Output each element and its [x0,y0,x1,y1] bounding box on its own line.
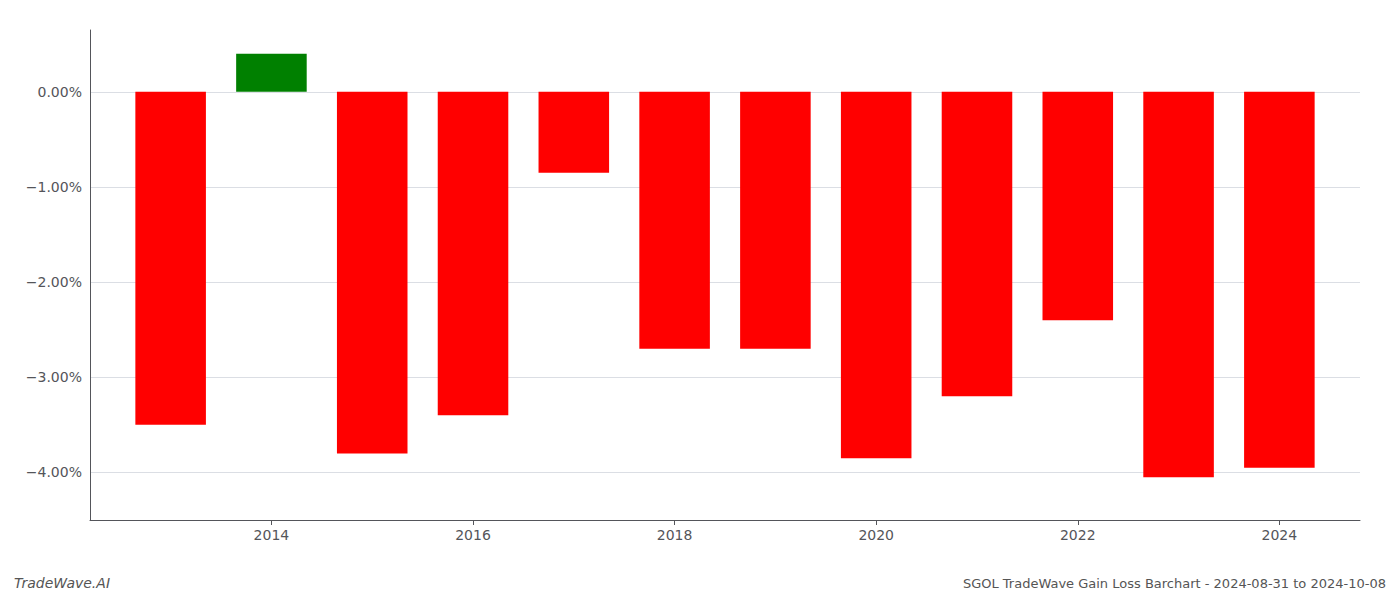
svg-text:TradeWave.AI: TradeWave.AI [14,575,110,591]
svg-text:2014: 2014 [254,527,290,543]
svg-text:0.00%: 0.00% [38,84,82,100]
svg-text:2018: 2018 [657,527,693,543]
svg-text:2022: 2022 [1060,527,1096,543]
svg-text:−1.00%: −1.00% [26,179,82,195]
svg-text:−3.00%: −3.00% [26,369,82,385]
svg-text:SGOL TradeWave Gain Loss Barch: SGOL TradeWave Gain Loss Barchart - 2024… [963,576,1386,591]
svg-text:−4.00%: −4.00% [26,464,82,480]
svg-text:2016: 2016 [455,527,491,543]
svg-text:−2.00%: −2.00% [26,274,82,290]
svg-text:2020: 2020 [858,527,894,543]
svg-text:2024: 2024 [1262,527,1298,543]
